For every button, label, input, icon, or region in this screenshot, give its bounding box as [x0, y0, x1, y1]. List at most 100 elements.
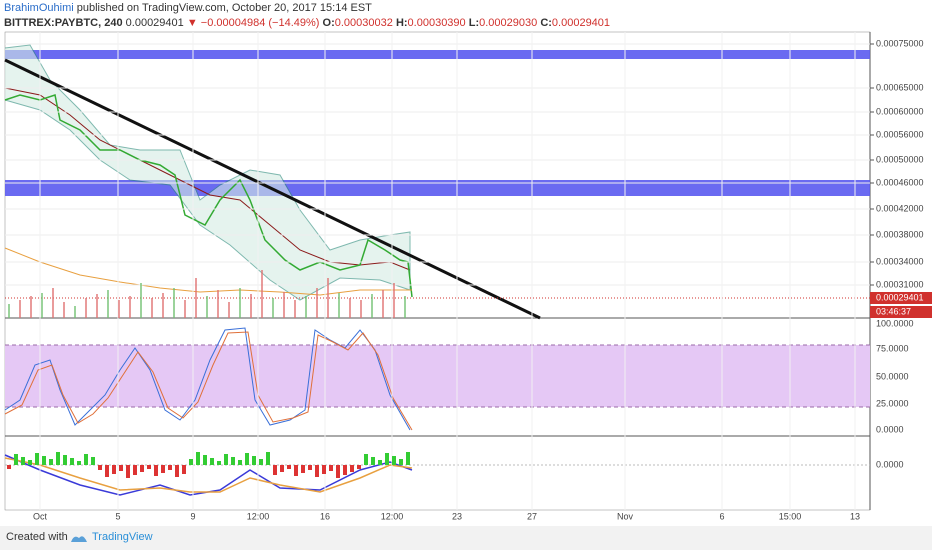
macd-bar: [77, 461, 81, 465]
price-label: 0.00075000: [876, 38, 924, 48]
symbol: BITTREX:PAYBTC, 240: [4, 17, 123, 29]
macd-bar: [399, 459, 403, 465]
ohlc-label: C:: [540, 17, 552, 29]
macd-bar: [322, 465, 326, 474]
volume-bar: [74, 306, 76, 318]
macd-bar: [49, 459, 53, 465]
macd-bar: [350, 465, 354, 472]
time-label: 16: [320, 511, 330, 521]
price-label: 0.00060000: [876, 106, 924, 116]
macd-bar: [84, 454, 88, 465]
time-label: 9: [190, 511, 195, 521]
volume-bar: [8, 304, 10, 318]
macd-bar: [119, 465, 123, 471]
macd-bar: [133, 465, 137, 475]
ohlc-value: 0.00030390: [407, 17, 466, 29]
volume-bar: [404, 296, 406, 318]
published: published on TradingView.com, October 20…: [76, 2, 372, 14]
volume-bar: [52, 288, 54, 318]
price-label: 0.00056000: [876, 129, 924, 139]
price-label: 0.00046000: [876, 177, 924, 187]
volume-bar: [360, 300, 362, 318]
macd-bar: [28, 460, 32, 465]
stoch-d: [4, 331, 413, 431]
author[interactable]: BrahimOuhimi: [4, 2, 74, 14]
macd-bar: [147, 465, 151, 469]
time-label: 13: [850, 511, 860, 521]
volume-bar: [63, 302, 65, 318]
volume-bar: [162, 293, 164, 318]
macd-bar: [189, 459, 193, 465]
volume-bar: [316, 288, 318, 318]
macd-bar: [392, 456, 396, 465]
stoch-label: 0.0000: [876, 424, 904, 434]
macd-bar: [210, 458, 214, 465]
price-label: 0.00034000: [876, 256, 924, 266]
brand[interactable]: TradingView: [92, 531, 153, 543]
price-label: 0.00050000: [876, 154, 924, 164]
macd-bar: [364, 454, 368, 465]
macd-bar: [385, 453, 389, 465]
change: ▼ −0.00004984 (−14.49%): [186, 17, 320, 29]
macd-bar: [329, 465, 333, 471]
volume-bar: [19, 300, 21, 318]
volume-bar: [327, 278, 329, 318]
volume-bar: [129, 296, 131, 318]
volume-average: [4, 247, 412, 296]
stoch-label: 50.0000: [876, 371, 909, 381]
ohlc-label: L:: [468, 17, 480, 29]
volume-bar: [30, 296, 32, 318]
macd-bar: [154, 465, 158, 476]
macd-bar: [105, 465, 109, 477]
macd-bar: [182, 465, 186, 474]
price-label: 0.00038000: [876, 229, 924, 239]
macd-bar: [259, 459, 263, 465]
macd-bar: [301, 465, 305, 473]
macd-bar: [224, 454, 228, 465]
stoch-label: 75.0000: [876, 343, 909, 353]
volume-bar: [228, 302, 230, 318]
macd-bar: [203, 455, 207, 465]
volume-bar: [382, 290, 384, 318]
macd-label: 0.0000: [876, 459, 904, 469]
time-label: 12:00: [247, 511, 270, 521]
volume-bar: [393, 283, 395, 318]
macd-bar: [112, 465, 116, 474]
macd-bar: [70, 458, 74, 465]
stoch-label: 25.0000: [876, 398, 909, 408]
macd-bar: [14, 454, 18, 465]
volume-bar: [206, 296, 208, 318]
macd-bar: [196, 452, 200, 465]
created: Created with: [6, 531, 68, 543]
last: 0.00029401: [125, 17, 184, 29]
ohlc: O:0.00030032 H:0.00030390 L:0.00029030 C…: [323, 17, 611, 29]
stoch-zone: [5, 345, 870, 407]
volume-bar: [41, 293, 43, 318]
volume-bar: [140, 283, 142, 318]
macd-bar: [378, 460, 382, 465]
volume-bar: [96, 294, 98, 318]
macd-bar: [42, 456, 46, 465]
volume-bar: [272, 298, 274, 318]
volume-bar: [349, 298, 351, 318]
price-label: 0.00042000: [876, 203, 924, 213]
volume-bar: [184, 300, 186, 318]
macd-bar: [126, 465, 130, 478]
time-label: 15:00: [779, 511, 802, 521]
volume-bar: [173, 288, 175, 318]
price-label: 0.00065000: [876, 82, 924, 92]
time-label: Nov: [617, 511, 634, 521]
macd-bar: [168, 465, 172, 470]
macd-bar: [91, 457, 95, 465]
stoch-label: 100.0000: [876, 318, 914, 328]
macd-bar: [406, 452, 410, 465]
macd-bar: [161, 465, 165, 473]
macd-bar: [35, 453, 39, 465]
macd-bar: [21, 457, 25, 465]
macd-line: [4, 454, 413, 496]
macd-bar: [56, 452, 60, 465]
volume-bar: [261, 270, 263, 318]
macd-bar: [280, 465, 284, 472]
header: BrahimOuhimi published on TradingView.co…: [4, 1, 610, 31]
